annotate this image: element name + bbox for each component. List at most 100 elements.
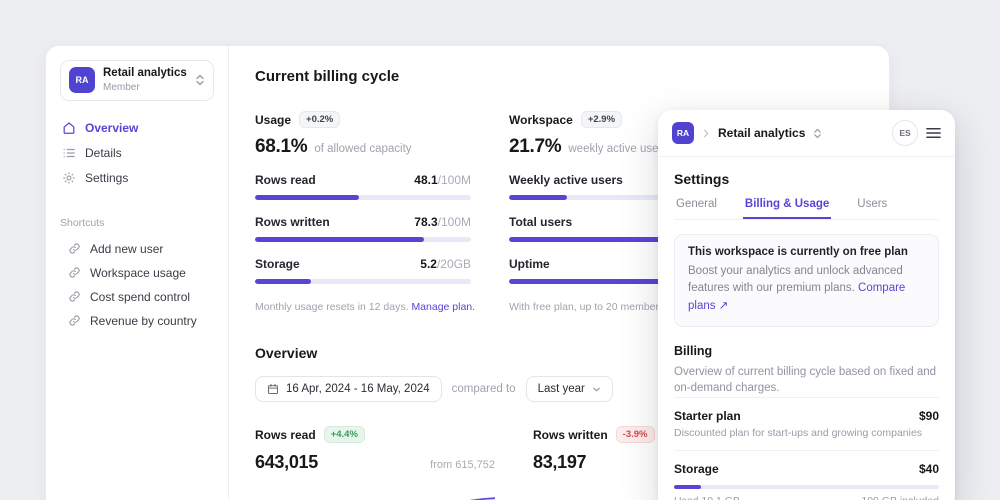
billing-item-description: Discounted plan for start-ups and growin… xyxy=(674,427,923,440)
external-link-icon: ↗ xyxy=(718,299,729,312)
progress-track xyxy=(255,279,471,284)
free-plan-notice: This workspace is currently on free plan… xyxy=(674,234,939,327)
usage-caption: of allowed capacity xyxy=(314,143,412,155)
rows-written-value: 83,197 xyxy=(533,452,587,472)
billing-item-name: Starter plan xyxy=(674,409,741,424)
meter-weekly-active-users: Weekly active users xyxy=(509,173,725,200)
shortcut-cost-spend-control[interactable]: Cost spend control xyxy=(60,285,214,309)
settings-panel-body: Settings General Billing & Usage Users T… xyxy=(658,171,955,500)
meter-value: 78.3 xyxy=(414,215,438,229)
usage-change-badge: +0.2% xyxy=(299,111,341,128)
comparison-period-value: Last year xyxy=(537,383,585,395)
comparison-period-select[interactable]: Last year xyxy=(525,376,613,402)
workspace-switcher[interactable]: RA Retail analytics Member xyxy=(60,60,214,101)
date-range-picker[interactable]: 16 Apr, 2024 - 16 May, 2024 xyxy=(255,376,442,402)
tab-users[interactable]: Users xyxy=(857,198,888,210)
tab-general[interactable]: General xyxy=(676,198,717,210)
workspace-role: Member xyxy=(103,81,140,93)
workspace-meta: Retail analytics Member xyxy=(103,67,187,94)
compare-plans-link[interactable]: Compare plans ↗ xyxy=(688,282,905,311)
billing-heading: Billing xyxy=(674,343,713,358)
sidebar-item-settings[interactable]: Settings xyxy=(60,167,214,189)
calendar-icon xyxy=(267,383,279,395)
link-icon xyxy=(68,266,81,279)
meter-label: Rows written xyxy=(255,215,330,229)
shortcut-add-new-user[interactable]: Add new user xyxy=(60,237,214,261)
sidebar-item-overview[interactable]: Overview xyxy=(60,117,214,139)
chevron-up-down-icon[interactable] xyxy=(813,128,822,139)
usage-footnote: Monthly usage resets in 12 days. Manage … xyxy=(255,301,475,313)
workspace-percent: 21.7% xyxy=(509,136,562,157)
meter-denominator: /100M xyxy=(437,215,471,229)
rows-read-value: 643,015 xyxy=(255,452,318,472)
shortcut-label: Revenue by country xyxy=(90,313,197,328)
shortcut-label: Add new user xyxy=(90,241,164,256)
meter-denominator: /20GB xyxy=(436,257,471,271)
meter-label: Weekly active users xyxy=(509,173,623,187)
compared-to-label: compared to xyxy=(451,383,516,395)
progress-fill xyxy=(509,237,693,242)
breadcrumb-workspace-name[interactable]: Retail analytics xyxy=(718,126,806,140)
meter-uptime: Uptime xyxy=(509,257,725,284)
workspace-caption: weekly active users xyxy=(568,143,669,155)
notice-text: Boost your analytics and unlock advanced… xyxy=(688,265,903,295)
progress-track xyxy=(674,485,939,490)
meter-storage: Storage 5.2/20GB xyxy=(255,257,471,284)
meter-value: 5.2 xyxy=(420,257,437,271)
billing-item-starter-plan: Starter plan $90 Discounted plan for sta… xyxy=(674,397,939,450)
sidebar-nav: Overview Details Settings xyxy=(60,117,214,189)
rows-read-chart-label: Rows read xyxy=(255,427,316,442)
sidebar-item-details[interactable]: Details xyxy=(60,142,214,164)
shortcut-revenue-by-country[interactable]: Revenue by country xyxy=(60,309,214,333)
progress-track xyxy=(509,237,725,242)
usage-footnote-text: Monthly usage resets in 12 days. xyxy=(255,301,409,313)
list-icon xyxy=(62,146,76,160)
menu-icon[interactable] xyxy=(926,127,941,139)
manage-plan-link[interactable]: Manage plan. xyxy=(411,301,476,313)
billing-item-included: 100 GB included xyxy=(861,495,939,500)
home-icon xyxy=(62,121,76,135)
overview-section: Overview 16 Apr, 2024 - 16 May, 2024 com… xyxy=(255,345,863,500)
rows-read-line-chart xyxy=(255,487,495,500)
settings-title: Settings xyxy=(674,171,730,187)
meter-label: Storage xyxy=(255,257,300,271)
settings-panel: RA Retail analytics ES Settings General … xyxy=(658,110,955,500)
shortcut-label: Cost spend control xyxy=(90,289,191,304)
notice-title: This workspace is currently on free plan xyxy=(688,246,908,258)
shortcut-label: Workspace usage xyxy=(90,265,186,280)
link-icon xyxy=(68,290,81,303)
notice-body: Boost your analytics and unlock advanced… xyxy=(688,263,925,315)
shortcut-workspace-usage[interactable]: Workspace usage xyxy=(60,261,214,285)
overview-title: Overview xyxy=(255,345,318,361)
user-avatar[interactable]: ES xyxy=(892,120,918,146)
workspace-change-badge: +2.9% xyxy=(580,111,623,128)
rows-read-chart-card: Rows read +4.4% 643,015 from 615,752 xyxy=(255,426,495,500)
billing-description: Overview of current billing cycle based … xyxy=(674,365,937,395)
meter-label: Uptime xyxy=(509,257,550,271)
page-title: Current billing cycle xyxy=(255,68,400,85)
date-range-value: 16 Apr, 2024 - 16 May, 2024 xyxy=(286,383,430,395)
chevron-right-icon xyxy=(702,129,710,138)
workspace-avatar: RA xyxy=(69,67,95,94)
progress-track xyxy=(255,195,471,200)
tab-billing-usage[interactable]: Billing & Usage xyxy=(743,198,831,219)
main-content: Current billing cycle Usage +0.2% 68.1% … xyxy=(229,46,889,500)
gear-icon xyxy=(62,171,76,185)
rows-written-change-badge: -3.9% xyxy=(615,426,655,443)
billing-item-used: Used 10.1 GB xyxy=(674,495,740,500)
progress-fill xyxy=(255,237,425,242)
meter-denominator: /100M xyxy=(437,173,471,187)
workspace-name: Retail analytics xyxy=(103,67,187,79)
shortcut-list: Add new user Workspace usage Cost spend … xyxy=(60,237,214,333)
workspace-avatar: RA xyxy=(672,122,694,144)
progress-track xyxy=(255,237,471,242)
shortcuts-heading: Shortcuts xyxy=(60,216,105,229)
meter-label: Total users xyxy=(509,215,573,229)
sidebar-item-label: Details xyxy=(85,145,122,160)
billing-item-price: $90 xyxy=(918,409,939,424)
workspace-initials: RA xyxy=(676,128,690,138)
rows-written-chart-card: Rows written -3.9% 83,197 xyxy=(533,426,773,500)
meter-label: Rows read xyxy=(255,173,316,187)
billing-item-price: $40 xyxy=(918,462,939,477)
